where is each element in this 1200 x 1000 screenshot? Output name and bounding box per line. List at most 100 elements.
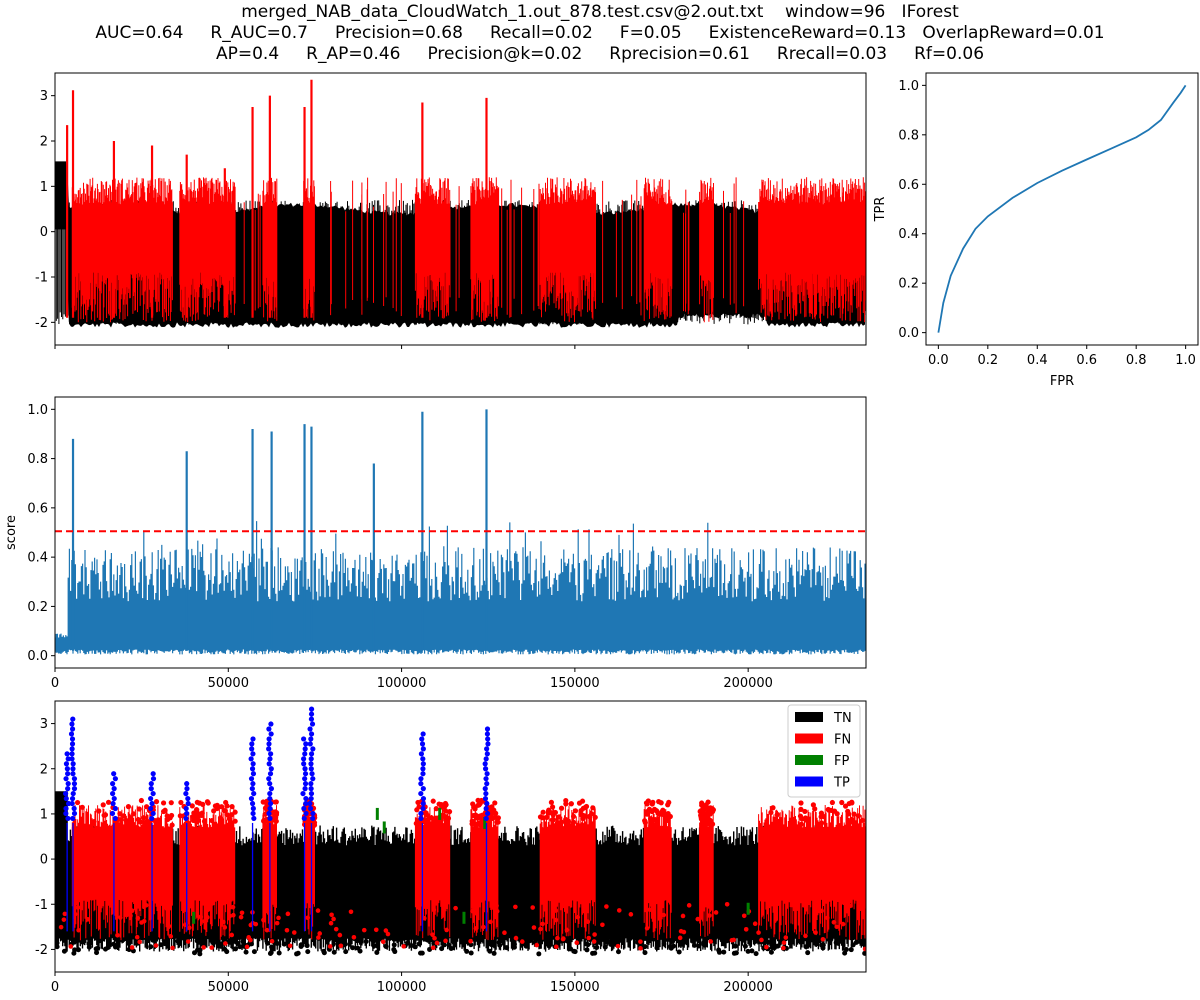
roc-xtick-label: 1.0 [1175,353,1196,368]
tp-point [482,761,488,767]
tn-point [451,918,457,924]
tn-point [592,950,598,956]
fn-point [123,818,129,824]
tp-point [148,805,154,812]
tp-point [420,786,426,792]
tp-point [148,786,154,792]
tn-point [405,940,411,946]
tp-point [250,736,256,742]
fn-point [479,812,485,819]
fn-point [818,820,825,826]
tn-point [347,930,353,936]
fn-point [840,921,846,927]
tn-point [789,926,795,932]
fp-point [483,816,487,829]
tp-point [63,790,69,797]
tn-point [391,936,397,942]
tp-point [266,776,272,782]
tn-point [176,918,182,924]
fn-point [316,935,321,940]
fn-point [644,925,650,931]
tn-point [350,945,356,951]
fn-point [814,902,820,907]
tn-point [197,951,203,957]
tp-point [250,751,256,757]
tp-point [418,790,424,797]
fn-point [643,800,650,806]
tp-point [309,771,315,777]
fn-point [72,911,78,917]
tp-point [70,790,76,797]
fn-point [140,815,147,821]
tn-point [195,930,201,936]
tp-point [307,800,313,807]
fn-point [328,920,334,926]
fn-point [656,799,662,805]
tp-point [419,736,425,742]
tn-point [86,944,92,950]
fn-point [502,930,507,936]
tp-point [250,781,256,787]
tp-point [111,786,117,792]
tn-point [642,950,648,956]
fn-lines [71,804,866,941]
tn-point [594,944,600,950]
tn-point [464,929,470,935]
fn-point [231,912,236,918]
fn-point [494,908,500,914]
tn-point [613,918,619,924]
legend-swatch-fp [795,755,823,765]
tp-point [184,781,190,787]
score-panel: 0.0 0.2 0.4 0.6 0.8 1.0 0 50000 100000 150000 2000… [4,396,867,691]
legend-swatch-tn [795,712,823,722]
fn-point [333,926,339,932]
fn-point [209,817,215,824]
tp-point [420,756,426,762]
fn-point [783,935,789,940]
tn-point [691,942,697,948]
fn-point [189,803,195,809]
tn-point [499,935,505,941]
fn-point [141,918,147,924]
fn-point [253,921,259,927]
tn-point [855,932,861,938]
tn-point [583,929,589,935]
fn-point [661,912,667,918]
tp-point [68,731,75,737]
roc-ytick-label: 0.2 [898,277,919,292]
tp-point [484,810,491,817]
tp-point [63,761,70,767]
fn-point [413,820,419,827]
fn-point [269,938,275,944]
roc-frame [925,72,1199,346]
tp-point [267,756,273,762]
cls-ytick-label: 3 [40,717,48,732]
tn-point [752,934,758,940]
fn-point [560,936,566,942]
fn-point [797,813,804,819]
fn-point [538,926,543,932]
fn-point [585,919,591,925]
tp-point [112,805,118,812]
tn-point [416,941,422,947]
tn-point [367,921,373,927]
fn-point [337,932,343,938]
cls-xtick-label: 150000 [550,980,600,995]
tn-point [464,916,470,922]
tn-point [827,937,833,943]
fn-point [798,800,804,806]
fn-point [385,931,391,937]
fn-point [592,932,597,937]
tn-point [369,933,375,939]
fn-point [638,939,643,944]
fn-point [227,913,233,919]
tn-point [88,934,94,940]
tp-point [484,746,490,752]
legend-label-tp: TP [833,776,850,791]
fn-point [434,940,440,946]
tn-point [436,928,442,934]
fn-point [553,908,559,913]
fn-point [331,916,336,922]
tp-point [420,771,426,777]
tp-point [302,746,308,752]
